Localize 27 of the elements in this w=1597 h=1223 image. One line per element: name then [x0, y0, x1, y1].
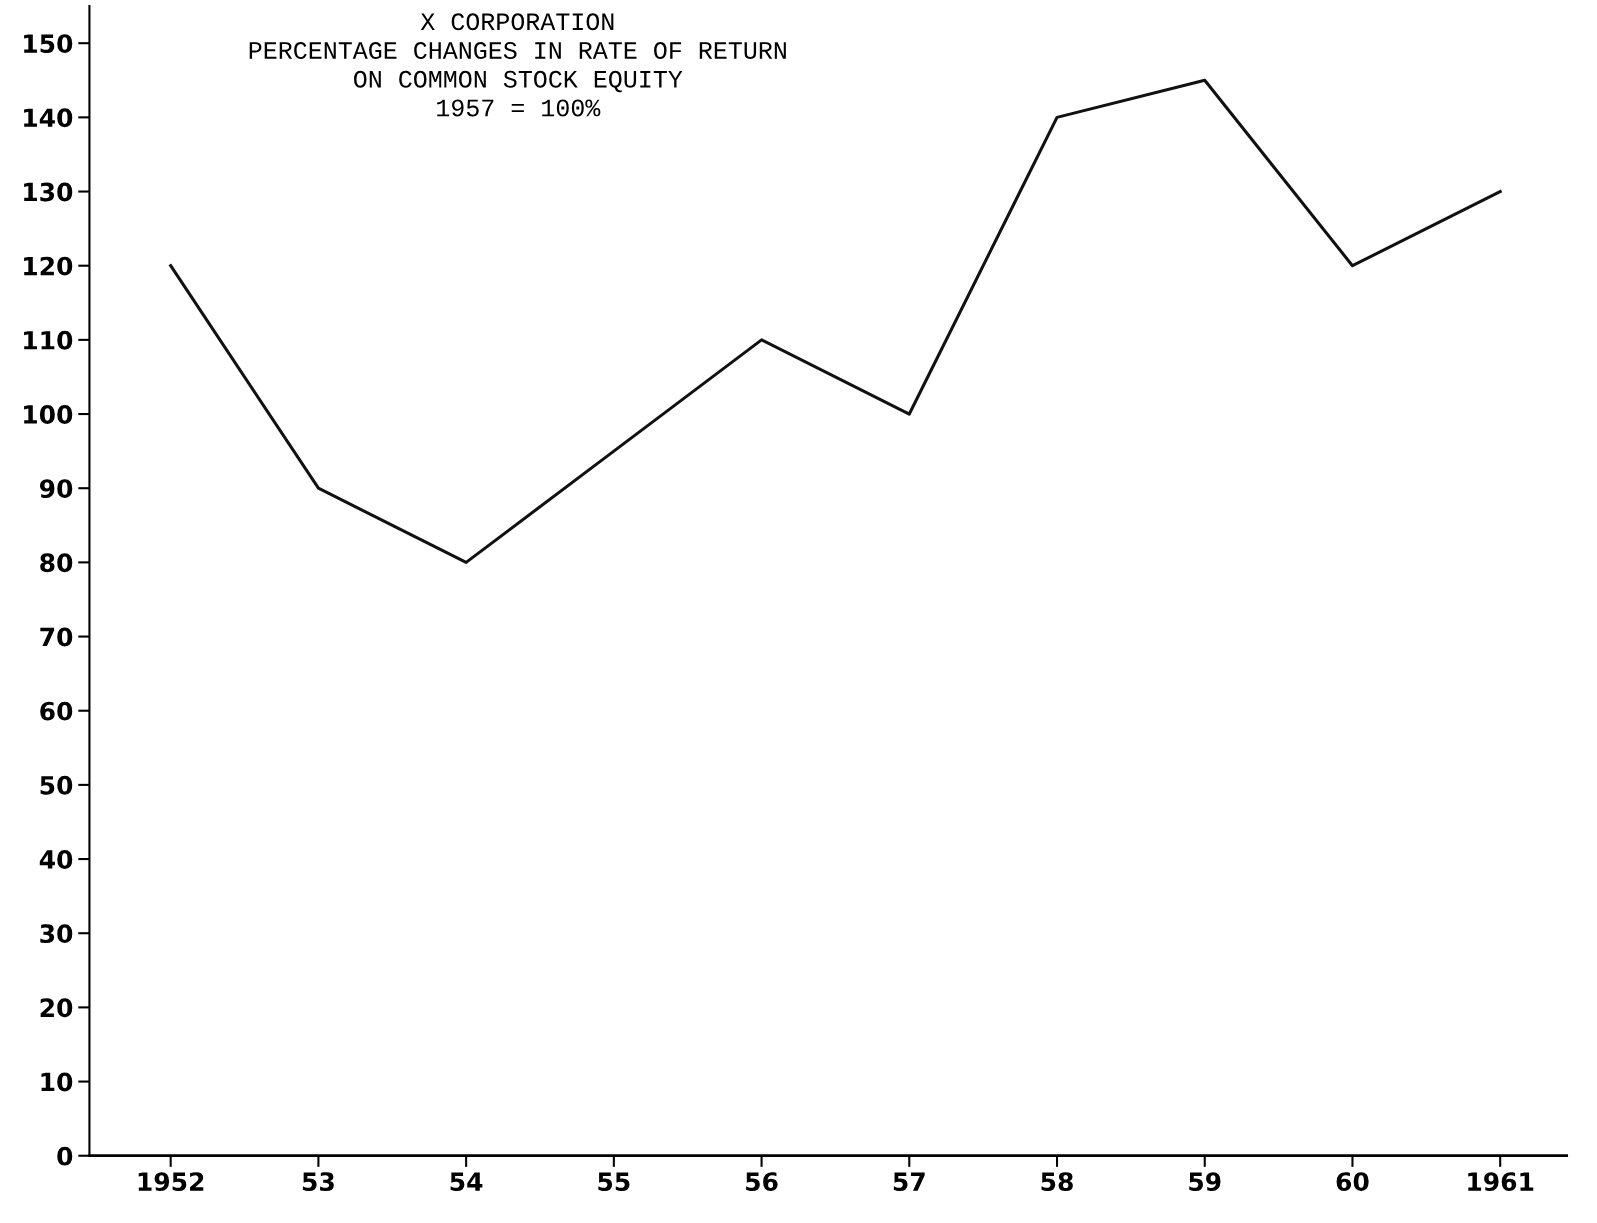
x-tick-label: 57	[893, 1172, 925, 1192]
y-tick-label: 20	[40, 998, 73, 1018]
y-tick-label: 70	[40, 627, 73, 647]
x-tick-label: 1961	[1468, 1172, 1534, 1192]
x-tick-label: 1952	[138, 1172, 204, 1192]
x-tick-label: 55	[598, 1172, 630, 1192]
y-tick-label: 110	[24, 330, 73, 350]
y-tick-label: 0	[57, 1146, 73, 1166]
x-tick-label: 56	[746, 1172, 778, 1192]
y-tick-label: 90	[39, 479, 73, 499]
text: X CORPORATION PERCENTAGE CHANGES IN RATE OF RETURN ON COMMON STOCK EQUITY 1957 = 100%	[249, 13, 786, 117]
x-tick-label: 60	[1336, 1172, 1369, 1192]
y-tick-label: 80	[40, 553, 73, 573]
x-tick-label: 53	[302, 1172, 334, 1192]
x-tick-label: 59	[1189, 1172, 1221, 1192]
y-tick-label: 150	[24, 34, 73, 54]
x-tick-label: 58	[1041, 1172, 1073, 1192]
y-tick-label: 50	[40, 775, 73, 795]
y-tick-label: 10	[41, 1072, 73, 1092]
y-tick-label: 60	[40, 701, 73, 721]
x-tick-label: 54	[450, 1172, 483, 1192]
y-tick-label: 120	[24, 256, 73, 276]
y-tick-label: 100	[24, 404, 73, 424]
y-tick-label: 130	[24, 182, 73, 202]
y-tick-label: 30	[40, 924, 73, 944]
y-tick-label: 140	[24, 108, 73, 128]
y-tick-label: 40	[39, 850, 73, 869]
